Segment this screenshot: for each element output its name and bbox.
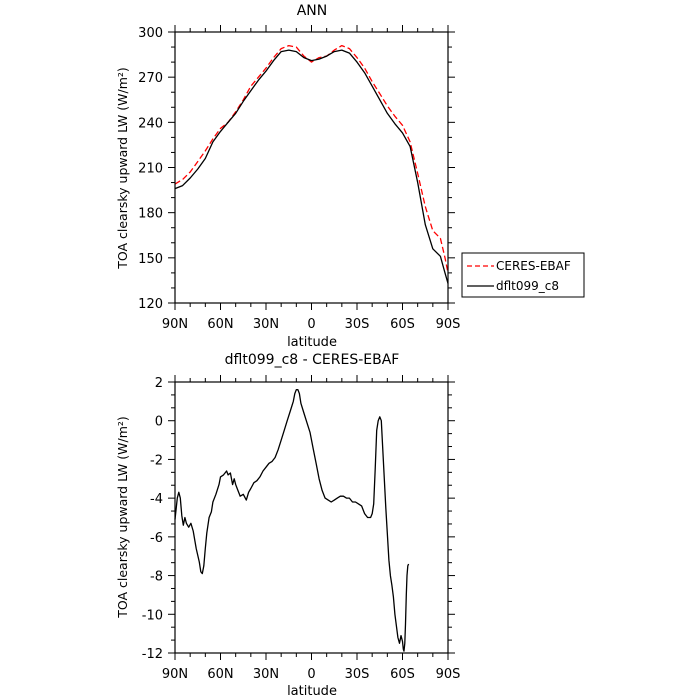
bottom-y-tick-label: -4	[150, 492, 163, 507]
legend-label-model: dflt099_c8	[496, 279, 559, 293]
bottom-y-tick-label: -6	[150, 531, 163, 546]
bottom-y-tick-label: -10	[142, 608, 163, 623]
bottom-x-axis-label: latitude	[287, 684, 337, 699]
bottom-x-tick-label: 60S	[390, 667, 415, 682]
bottom-y-tick-label: 2	[155, 376, 163, 391]
legend-label-ceres: CERES-EBAF	[496, 259, 571, 273]
legend: CERES-EBAF dflt099_c8	[461, 252, 585, 298]
top-x-tick-label: 60S	[390, 317, 415, 332]
bottom-panel-title: dflt099_c8 - CERES-EBAF	[225, 352, 400, 368]
bottom-x-tick-label: 60N	[207, 667, 233, 682]
top-y-tick-label: 300	[138, 26, 163, 41]
top-x-tick-label: 30N	[253, 317, 279, 332]
bottom-y-tick-label: 0	[155, 415, 163, 430]
top-series-line-ceres-ebaf	[174, 44, 449, 274]
top-y-tick-label: 180	[138, 207, 163, 222]
top-y-ticks: 120 150 180 210 240 270 300	[138, 26, 455, 312]
top-x-ticks: 90N 60N 30N 0 30S 60S 90S	[162, 25, 461, 332]
legend-box	[461, 252, 585, 298]
top-x-tick-label: 90S	[436, 317, 461, 332]
top-y-tick-label: 150	[138, 252, 163, 267]
top-y-tick-label: 270	[138, 71, 163, 86]
bottom-plot-frame	[174, 381, 449, 654]
top-y-tick-label: 120	[138, 297, 163, 312]
top-panel: ANN 120 150 180 210 240 270 300 90N 60N 30N 0 30S 6…	[115, 3, 585, 350]
bottom-y-tick-label: -2	[150, 453, 163, 468]
bottom-x-tick-label: 90S	[436, 667, 461, 682]
bottom-y-ticks: -12 -10 -8 -6 -4 -2 0 2	[142, 376, 455, 662]
top-plot-area	[174, 31, 449, 304]
top-x-tick-label: 90N	[162, 317, 188, 332]
top-series-line-dflt099-c8	[174, 49, 449, 284]
bottom-y-axis-label: TOA clearsky upward LW (W/m²)	[115, 416, 130, 619]
top-x-axis-label: latitude	[287, 335, 337, 350]
top-y-tick-label: 240	[138, 116, 163, 131]
top-y-axis-label: TOA clearsky upward LW (W/m²)	[115, 67, 130, 270]
bottom-panel: dflt099_c8 - CERES-EBAF -12 -10 -8 -6 -4 -2 0 2…	[115, 352, 460, 699]
bottom-y-tick-label: -12	[142, 647, 163, 662]
top-panel-title: ANN	[297, 3, 328, 19]
top-y-tick-label: 210	[138, 162, 163, 177]
top-plot-frame	[174, 31, 449, 304]
bottom-x-tick-label: 90N	[162, 667, 188, 682]
bottom-x-ticks: 90N 60N 30N 0 30S 60S 90S	[162, 375, 461, 682]
top-x-tick-label: 30S	[345, 317, 370, 332]
bottom-x-tick-label: 30S	[345, 667, 370, 682]
bottom-series-line-0	[174, 389, 410, 652]
bottom-x-tick-label: 30N	[253, 667, 279, 682]
bottom-plot-area	[174, 381, 449, 654]
top-x-tick-label: 60N	[207, 317, 233, 332]
bottom-y-tick-label: -8	[150, 570, 163, 585]
top-x-tick-label: 0	[307, 317, 315, 332]
bottom-x-tick-label: 0	[307, 667, 315, 682]
